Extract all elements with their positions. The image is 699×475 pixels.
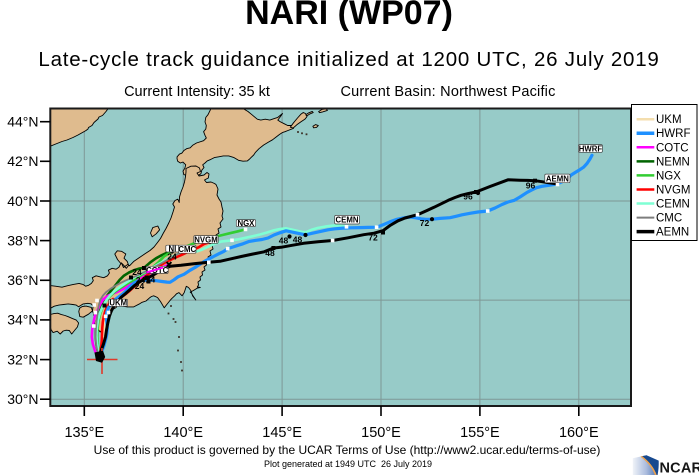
svg-text:CEMN: CEMN (336, 216, 359, 225)
svg-text:96: 96 (463, 192, 473, 202)
svg-text:AEMN: AEMN (656, 227, 689, 239)
svg-text:NI: NI (168, 245, 176, 254)
svg-text:48: 48 (279, 236, 289, 246)
svg-text:24: 24 (136, 275, 146, 285)
svg-text:AEMN: AEMN (546, 174, 569, 183)
svg-text:44°N: 44°N (7, 114, 38, 130)
svg-text:24: 24 (132, 267, 142, 277)
svg-text:NGX: NGX (237, 219, 255, 228)
svg-text:24: 24 (146, 275, 156, 285)
svg-text:NCAR: NCAR (660, 460, 699, 475)
svg-text:HWRF: HWRF (656, 128, 691, 140)
svg-text:NGX: NGX (656, 170, 681, 182)
svg-text:145°E: 145°E (262, 425, 302, 441)
svg-text:42°N: 42°N (7, 153, 38, 169)
svg-text:48: 48 (293, 235, 303, 245)
svg-text:40°N: 40°N (7, 193, 38, 209)
svg-text:72: 72 (368, 233, 378, 243)
svg-text:CEMN: CEMN (656, 199, 690, 211)
svg-text:UKM: UKM (109, 299, 127, 308)
svg-text:150°E: 150°E (361, 425, 401, 441)
svg-text:COTC: COTC (656, 142, 689, 154)
svg-text:38°N: 38°N (7, 232, 38, 248)
svg-text:NEMN: NEMN (656, 156, 690, 168)
svg-text:NVGM: NVGM (656, 185, 691, 197)
svg-text:24: 24 (167, 252, 177, 262)
svg-text:140°E: 140°E (163, 425, 203, 441)
svg-text:24: 24 (135, 281, 145, 291)
svg-text:48: 48 (265, 248, 275, 258)
svg-text:CMC: CMC (178, 245, 196, 254)
svg-text:72: 72 (420, 218, 430, 228)
svg-text:NVGM: NVGM (194, 235, 217, 244)
svg-text:32°N: 32°N (7, 351, 38, 367)
svg-text:34°N: 34°N (7, 312, 38, 328)
svg-text:160°E: 160°E (559, 425, 599, 441)
svg-text:30°N: 30°N (7, 391, 38, 407)
svg-text:36°N: 36°N (7, 272, 38, 288)
svg-text:UKM: UKM (656, 114, 682, 126)
svg-text:96: 96 (526, 181, 536, 191)
svg-text:155°E: 155°E (460, 425, 500, 441)
svg-text:135°E: 135°E (64, 425, 104, 441)
svg-text:HWRF: HWRF (579, 144, 603, 153)
svg-text:CMC: CMC (656, 213, 682, 225)
